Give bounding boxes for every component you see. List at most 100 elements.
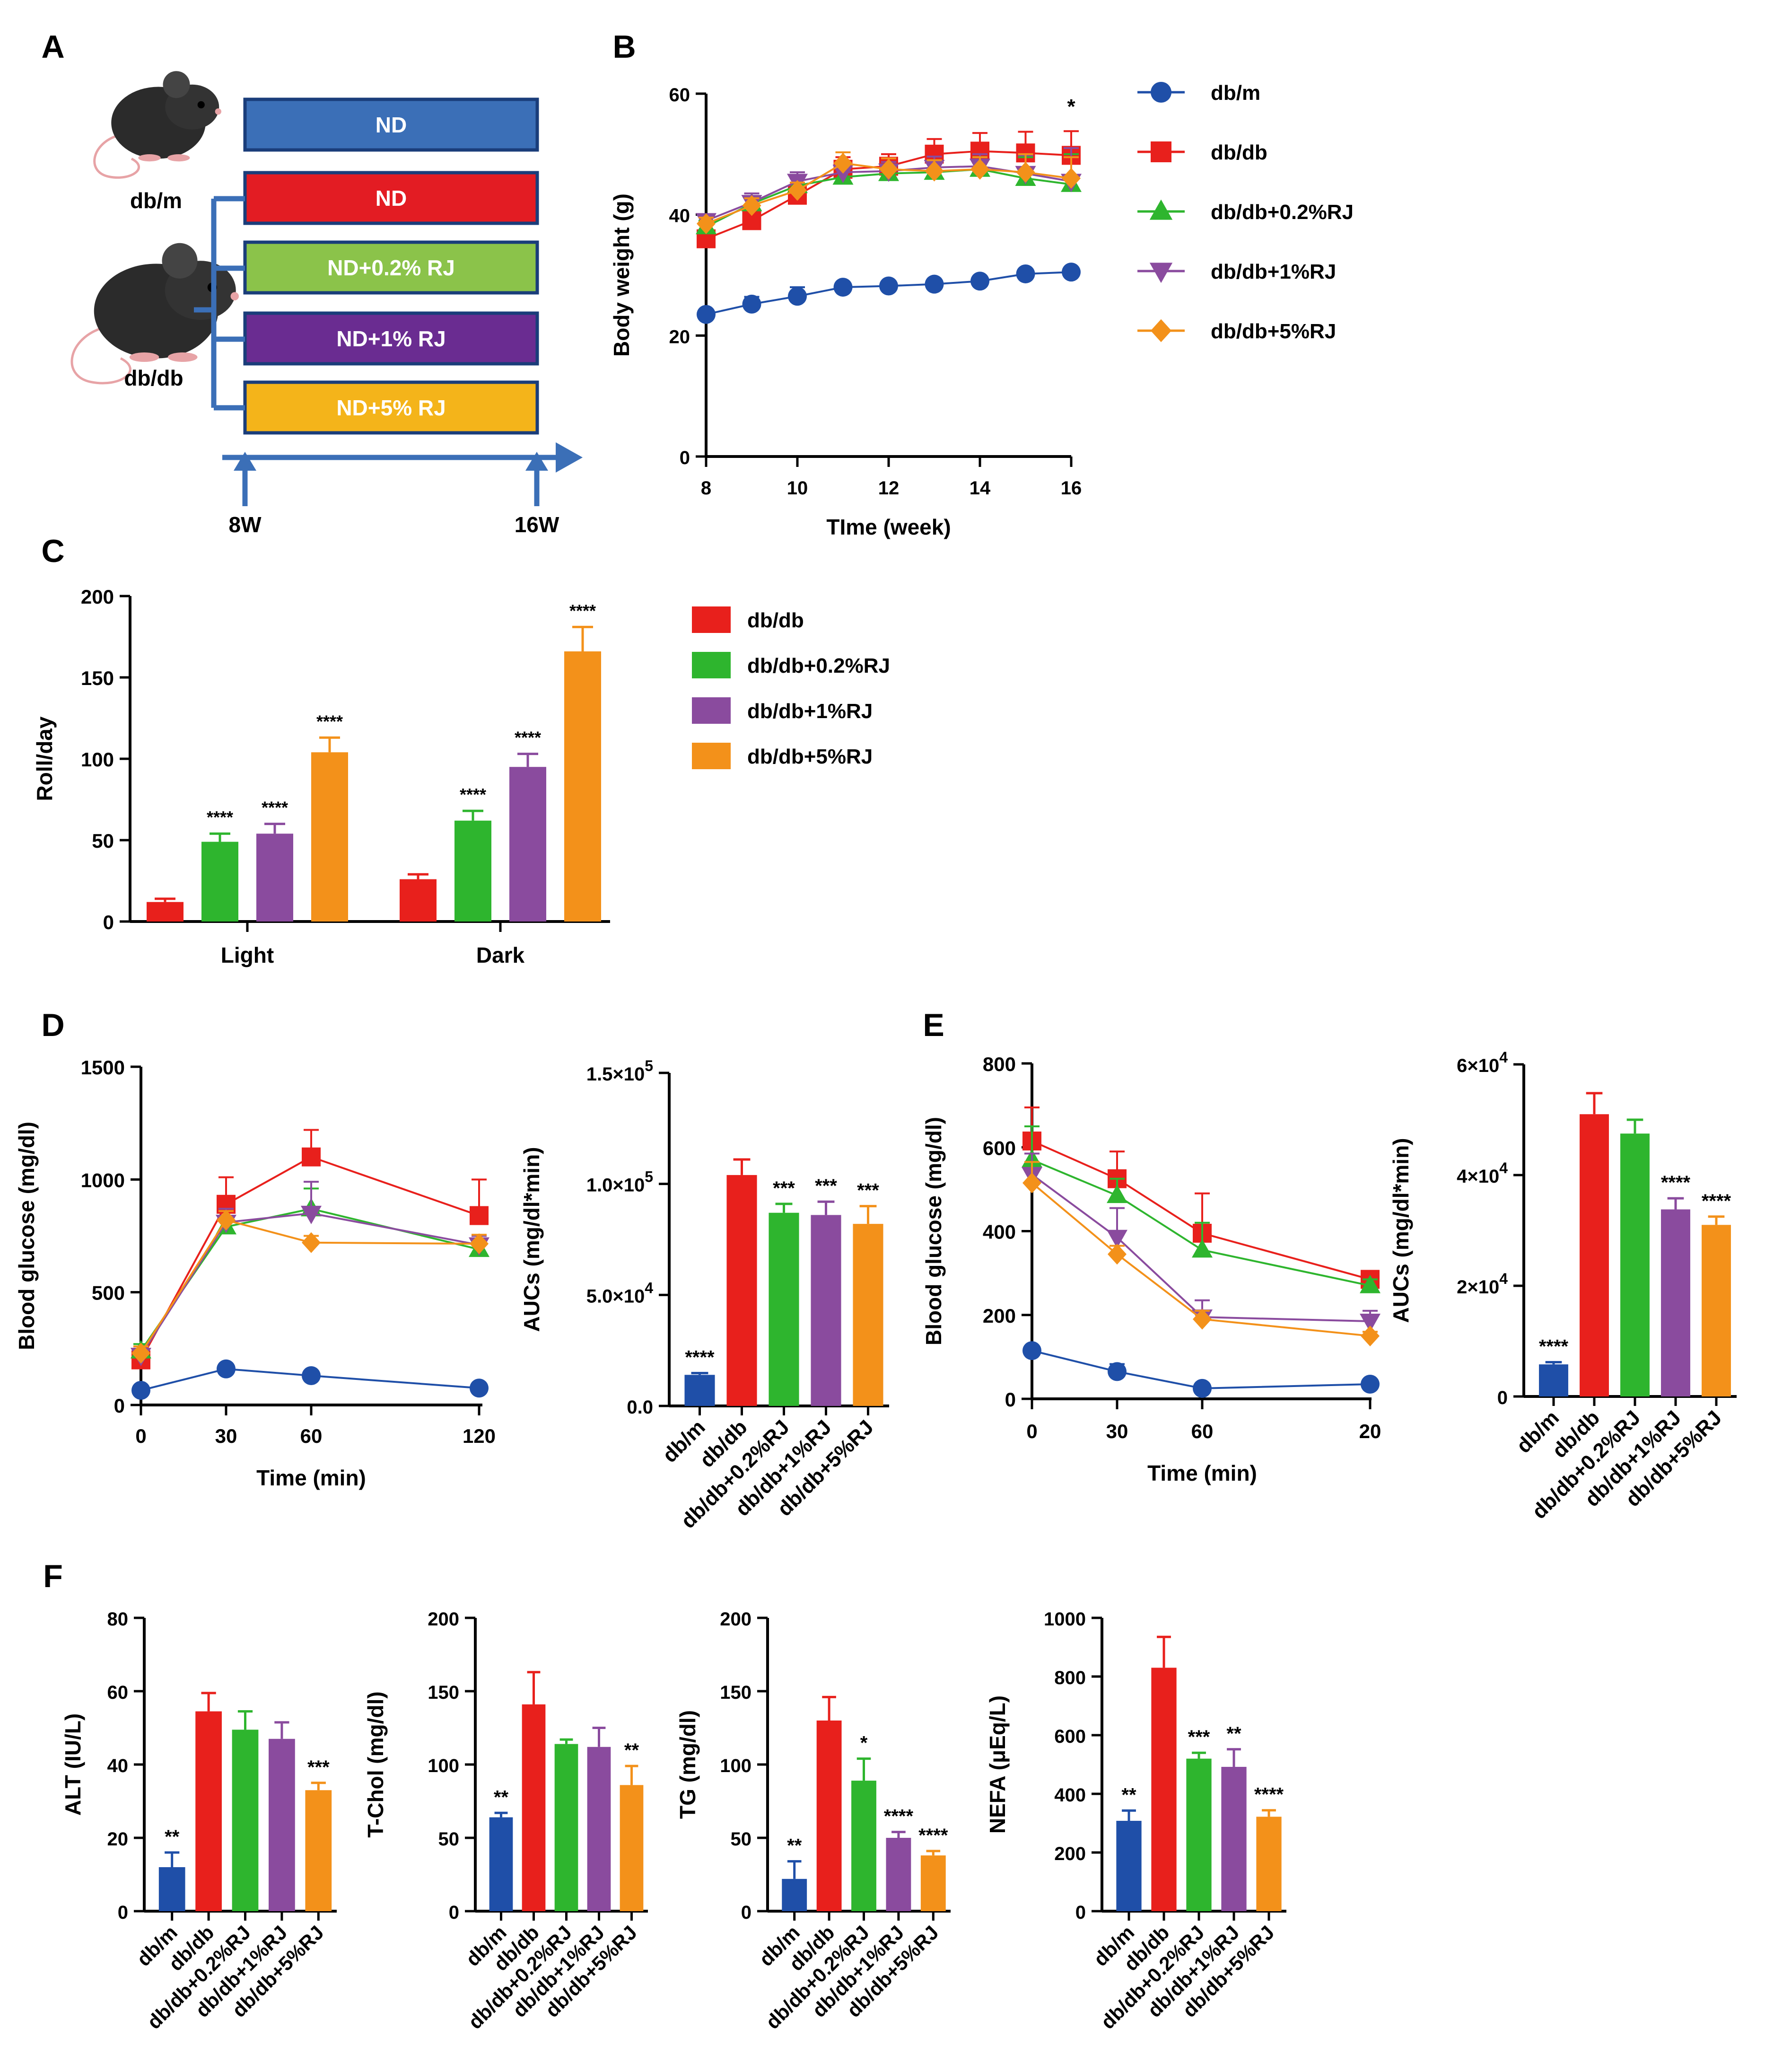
data-point-db-m xyxy=(1361,1374,1380,1394)
y-tick-label: 400 xyxy=(983,1221,1016,1243)
significance-label: **** xyxy=(515,728,541,747)
y-tick-label-base: 2×10 xyxy=(1457,1277,1499,1298)
y-tick-label: 5.0×104 xyxy=(586,1279,653,1307)
y-tick-label: 50 xyxy=(92,830,114,852)
treatment-box-label: ND+1% RJ xyxy=(336,326,446,351)
timepoint-label-16w: 16W xyxy=(515,512,559,537)
x-tick-label: 10 xyxy=(787,478,808,499)
series-line-db-db-0-2-rj xyxy=(1031,1159,1371,1287)
significance-label: **** xyxy=(207,808,233,827)
bar-db-db-1-rj-light xyxy=(256,834,293,922)
y-tick-label: 0 xyxy=(1005,1388,1016,1411)
mouse-tail xyxy=(70,327,131,385)
data-point-db-m xyxy=(742,294,761,314)
data-point-db-db-0-2-rj xyxy=(1107,1185,1127,1203)
bar-db-db-dark xyxy=(400,879,437,922)
bar-db-db-5-rj xyxy=(305,1790,332,1911)
bar-db-db-light xyxy=(147,902,183,922)
data-point-db-m xyxy=(925,274,944,294)
mouse-ear xyxy=(162,243,198,279)
y-axis-label: T-Chol (mg/dl) xyxy=(363,1691,388,1837)
data-point-db-db-1-rj xyxy=(1107,1229,1127,1248)
series-line-db-db xyxy=(140,1156,480,1361)
x-tick-label: 8 xyxy=(701,478,711,499)
significance-label: *** xyxy=(857,1180,879,1201)
significance-label: **** xyxy=(316,711,343,731)
y-tick-label: 800 xyxy=(983,1053,1016,1075)
bar-db-db-5-rj xyxy=(920,1855,946,1911)
data-point-db-db-5-rj xyxy=(925,160,944,182)
y-tick-label: 1000 xyxy=(81,1169,125,1191)
data-point-db-db-5-rj xyxy=(697,213,716,234)
y-tick-label: 60 xyxy=(669,85,690,105)
y-tick-label: 40 xyxy=(669,206,690,227)
y-tick-label: 800 xyxy=(1054,1668,1086,1688)
bar-db-db-5-rj xyxy=(853,1224,883,1406)
x-axis-label: Time (min) xyxy=(1147,1461,1257,1485)
mouse-label-dbdb: db/db xyxy=(124,366,183,390)
data-point-db-db-5-rj xyxy=(879,158,898,180)
y-tick-label-exponent: 4 xyxy=(1499,1159,1508,1176)
y-axis-label: AUCs (mg/dl*min) xyxy=(519,1147,544,1332)
treatment-box-5 xyxy=(243,380,539,435)
mouse-tail xyxy=(93,135,140,179)
data-point-db-m xyxy=(697,305,716,324)
y-tick-label: 20 xyxy=(107,1829,129,1850)
bar-db-m xyxy=(1539,1364,1568,1396)
y-tick-label: 2×104 xyxy=(1457,1270,1508,1298)
series-line-db-db-5-rj xyxy=(140,1219,480,1354)
data-point-db-m xyxy=(302,1366,321,1386)
y-tick-label: 50 xyxy=(731,1829,752,1850)
bar-db-m xyxy=(684,1375,715,1406)
y-tick-label: 150 xyxy=(81,667,114,689)
significance-label: ** xyxy=(624,1740,639,1761)
y-tick-label-exponent: 5 xyxy=(645,1057,653,1074)
bar-db-db-1-rj xyxy=(1221,1766,1247,1911)
data-point-db-db xyxy=(470,1206,489,1225)
series-line-db-db xyxy=(1031,1140,1371,1281)
y-tick-label-base: 4×10 xyxy=(1457,1166,1499,1187)
series-line-db-db-1-rj xyxy=(140,1212,480,1356)
significance-label: ** xyxy=(1121,1784,1136,1805)
y-tick-label: 0 xyxy=(1497,1387,1508,1408)
y-axis-label: Body weight (g) xyxy=(609,193,634,357)
legend-marker xyxy=(1151,82,1171,103)
significance-label: *** xyxy=(773,1178,795,1199)
x-tick-label: 0 xyxy=(1026,1420,1037,1442)
mouse-label-dbm: db/m xyxy=(130,188,182,213)
y-tick-label-exponent: 4 xyxy=(1499,1270,1508,1287)
timepoint-arrowhead xyxy=(234,452,256,471)
legend-marker xyxy=(1151,141,1171,162)
treatment-box-1 xyxy=(243,97,539,152)
y-tick-label: 500 xyxy=(92,1282,125,1304)
series-line-db-m xyxy=(1031,1350,1371,1389)
y-tick-label: 0 xyxy=(449,1902,459,1923)
y-tick-label: 200 xyxy=(1054,1844,1086,1864)
legend-marker xyxy=(1151,319,1171,342)
y-tick-label: 150 xyxy=(428,1682,459,1703)
y-tick-label-exponent: 4 xyxy=(645,1279,653,1296)
y-tick-label-exponent: 5 xyxy=(645,1168,653,1185)
bar-db-m xyxy=(489,1817,513,1911)
x-axis-label: Time (min) xyxy=(256,1466,366,1490)
y-tick-label: 0.0 xyxy=(627,1397,653,1418)
data-point-db-db-5-rj xyxy=(742,195,761,216)
y-tick-label-base: 0.0 xyxy=(627,1397,653,1418)
bar-db-db-0-2-rj-dark xyxy=(454,820,491,922)
data-point-db-db-5-rj xyxy=(788,180,807,201)
x-tick-label: 60 xyxy=(300,1425,323,1447)
data-point-db-m xyxy=(1016,264,1035,283)
significance-label: **** xyxy=(569,601,596,620)
y-tick-label: 400 xyxy=(1054,1785,1086,1806)
series-line-db-m xyxy=(140,1368,480,1391)
data-point-db-db-5-rj xyxy=(470,1233,489,1255)
y-tick-label: 100 xyxy=(81,748,114,771)
y-tick-label-base: 1.5×10 xyxy=(586,1064,645,1085)
x-category-label: Light xyxy=(221,943,274,967)
legend-marker xyxy=(1149,199,1173,220)
data-point-db-db-5-rj xyxy=(1062,167,1081,189)
data-point-db-db-5-rj xyxy=(833,153,853,174)
legend-swatch xyxy=(692,652,731,678)
y-tick-label: 4×104 xyxy=(1457,1159,1508,1187)
mouse-foot xyxy=(168,352,198,362)
